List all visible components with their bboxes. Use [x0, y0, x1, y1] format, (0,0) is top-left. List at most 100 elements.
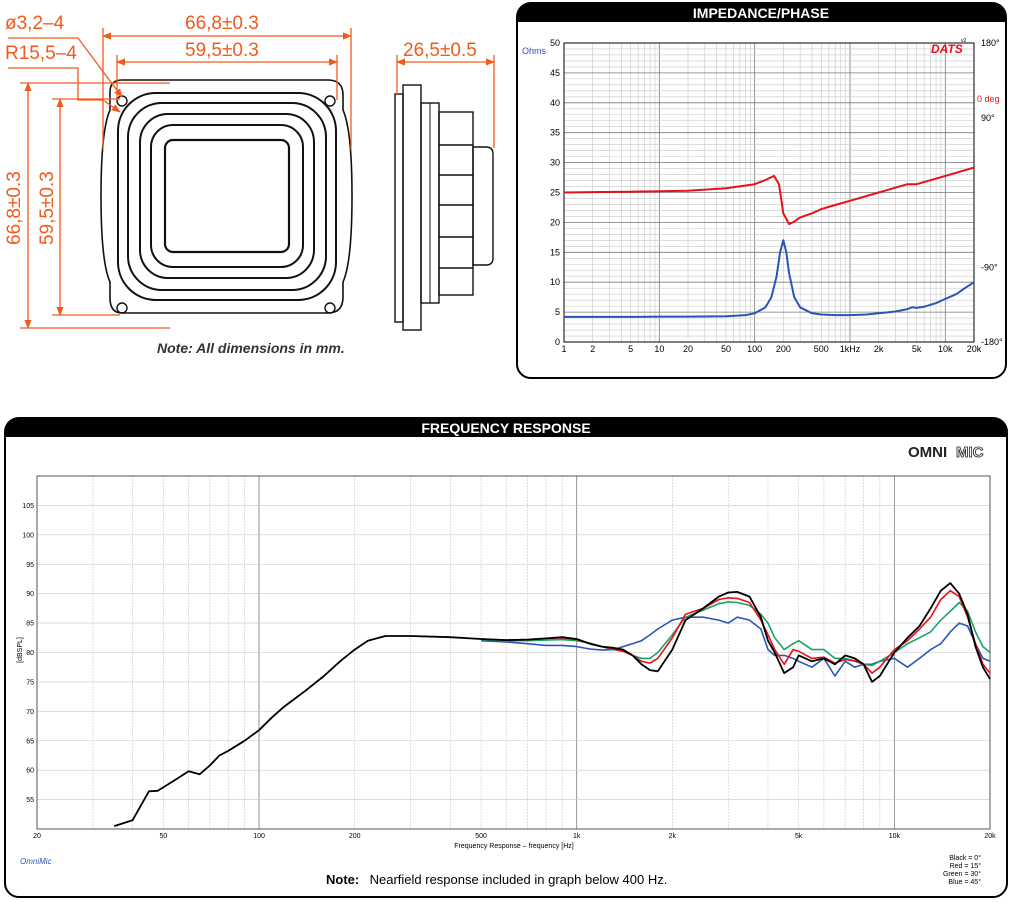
fr-tick-labels: 20 50 100 200 500 1k 2k 5k 10k 20k 55 60 65 70 75 80 85 9…	[22, 503, 996, 840]
phase-line	[563, 166, 975, 226]
fr-y-tick: 105	[22, 503, 34, 510]
impedance-x-tick: 500	[814, 344, 829, 354]
fr-grid	[36, 475, 991, 830]
impedance-y-tick: 45	[550, 68, 560, 78]
surround-outer	[117, 92, 337, 301]
impedance-series	[563, 166, 975, 318]
fr-line-black-0deg	[113, 582, 991, 827]
phase-y-tick: 90°	[981, 113, 995, 123]
impedance-x-tick: 100	[747, 344, 762, 354]
dim-inner-width-label: 59,5±0.3	[185, 40, 259, 61]
impedance-y-tick: 0	[555, 337, 560, 347]
mount-hole-tr	[324, 95, 336, 107]
frequency-response-panel: FREQUENCY RESPONSE OMNI MIC 20 50 100 200 50…	[4, 417, 1008, 898]
dim-outer-height-label: 66,8±0.3	[4, 171, 25, 245]
drawing-note: Note: All dimensions in mm.	[157, 340, 345, 356]
impedance-x-tick: 10	[654, 344, 664, 354]
fr-x-tick: 100	[253, 833, 265, 840]
impedance-grid	[563, 42, 975, 343]
side-flange	[394, 93, 404, 323]
surround-ring-2	[127, 102, 327, 291]
fr-y-tick: 70	[26, 709, 34, 716]
surround-ring-3	[139, 113, 315, 279]
fr-ylabel: [dBSPL]	[17, 637, 24, 663]
dim-radius-label: R15,5–4	[5, 43, 77, 64]
fr-y-tick: 55	[26, 797, 34, 804]
legend-blue: Blue = 45°	[948, 878, 981, 886]
impedance-x-tick: 20	[683, 344, 693, 354]
fr-x-tick: 20	[33, 833, 41, 840]
mount-hole-bl	[116, 302, 128, 314]
impedance-x-tick: 200	[776, 344, 791, 354]
impedance-y-tick: 50	[550, 38, 560, 48]
phase-y-tick: -90°	[981, 262, 998, 272]
omnimic-logo-bold: OMNI	[908, 444, 947, 461]
impedance-y-tick: 25	[550, 188, 560, 198]
mechanical-drawing: ø3,2–4 R15,5–4 66,8±0.3 59,5±0.3 26,5±0.…	[4, 13, 495, 356]
impedance-y-tick: 40	[550, 98, 560, 108]
dim-hole-label: ø3,2–4	[5, 13, 65, 34]
fr-note-text: Nearfield response included in graph bel…	[366, 872, 667, 887]
impedance-y-tick: 5	[555, 307, 560, 317]
dim-depth-label: 26,5±0.5	[403, 40, 477, 61]
dats-logo-version: v2	[961, 38, 967, 44]
side-view	[394, 84, 494, 331]
fr-x-tick: 5k	[795, 833, 803, 840]
phase-y-tick: -180°	[981, 337, 1003, 347]
fr-y-tick: 65	[26, 738, 34, 745]
mount-hole-tl	[116, 95, 128, 107]
legend-red: Red = 15°	[950, 862, 982, 870]
fr-y-tick: 60	[26, 768, 34, 775]
impedance-title: IMPEDANCE/PHASE	[693, 5, 829, 21]
side-flange-inner	[402, 84, 422, 331]
fr-line-blue-45deg	[481, 616, 991, 677]
fr-series	[113, 582, 991, 827]
impedance-x-tick: 5k	[912, 344, 922, 354]
surround-ring-4	[150, 124, 304, 268]
impedance-x-tick: 5	[628, 344, 633, 354]
mount-hole-br	[324, 302, 336, 314]
dust-cap	[163, 138, 291, 254]
phase-zero-label: 0 deg	[977, 94, 1000, 104]
front-view	[100, 79, 353, 314]
impedance-y-tick: 30	[550, 158, 560, 168]
impedance-x-tick: 2k	[874, 344, 884, 354]
impedance-y-tick: 15	[550, 247, 560, 257]
frame-outline	[100, 79, 353, 314]
impedance-x-tick: 20k	[967, 344, 982, 354]
dats-logo: DATS	[931, 42, 963, 56]
fr-footer-left: OmniMic	[20, 857, 52, 866]
fr-x-tick: 200	[349, 833, 361, 840]
fr-y-tick: 95	[26, 562, 34, 569]
fr-y-tick: 75	[26, 679, 34, 686]
fr-y-tick: 90	[26, 591, 34, 598]
fr-x-tick: 1k	[573, 833, 581, 840]
dim-inner-height-label: 59,5±0.3	[37, 171, 58, 245]
impedance-line	[564, 239, 975, 318]
fr-x-tick: 50	[160, 833, 168, 840]
impedance-x-tick: 10k	[938, 344, 953, 354]
dimension-lines	[8, 28, 495, 329]
fr-x-tick: 10k	[889, 833, 901, 840]
side-back-cap	[472, 146, 494, 266]
impedance-y-tick: 10	[550, 277, 560, 287]
impedance-x-tick: 1kHz	[840, 344, 861, 354]
phase-y-tick: 180°	[981, 38, 1000, 48]
impedance-y-tick: 20	[550, 217, 560, 227]
fr-y-tick: 80	[26, 650, 34, 657]
fr-note-label: Note:	[326, 872, 359, 887]
fr-xlabel: Frequency Response – frequency [Hz]	[454, 843, 574, 850]
impedance-x-tick: 1	[561, 344, 566, 354]
fr-y-tick: 100	[22, 532, 34, 539]
fr-title: FREQUENCY RESPONSE	[421, 420, 590, 436]
impedance-y-tick: 35	[550, 128, 560, 138]
impedance-x-tick: 50	[721, 344, 731, 354]
fr-x-tick: 500	[475, 833, 487, 840]
legend-green: Green = 30°	[943, 870, 981, 878]
impedance-panel: IMPEDANCE/PHASE 1 2 5 10 20 50 100 200 500 1kHz 2k…	[516, 2, 1007, 379]
fr-x-tick: 20k	[984, 833, 996, 840]
impedance-tick-labels: 1 2 5 10 20 50 100 200 500 1kHz 2k 5k 10k 20k 0 5 10 15 20…	[550, 38, 1003, 354]
impedance-unit-label: Ohms	[522, 46, 547, 56]
dim-outer-width-label: 66,8±0.3	[185, 13, 259, 34]
